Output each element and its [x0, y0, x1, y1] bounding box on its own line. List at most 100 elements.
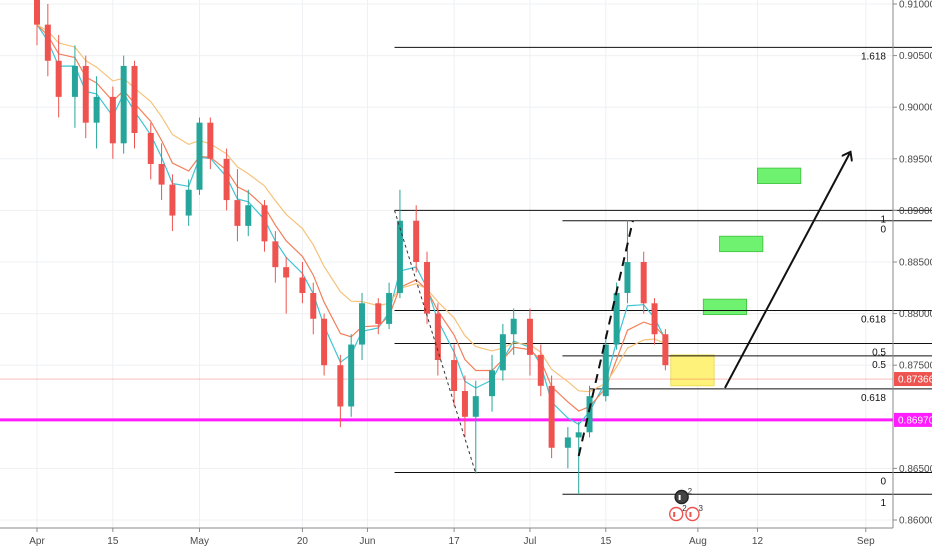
event-marker-icon	[685, 506, 700, 522]
event-flag-icon	[689, 512, 692, 517]
candle-body	[185, 189, 192, 216]
projection-arrow	[724, 154, 850, 389]
y-tick-label: 0.90000	[899, 103, 932, 114]
candle-body	[207, 122, 214, 159]
y-tick-label: 0.86000	[899, 516, 932, 527]
candle-body	[93, 96, 100, 123]
x-tick-label: 12	[752, 536, 764, 547]
fib-label: 0.5	[872, 348, 886, 359]
event-marker: 2	[674, 487, 693, 505]
x-tick-label: 15	[600, 536, 612, 547]
candle-body	[147, 133, 154, 164]
event-count: 2	[682, 504, 687, 513]
candle-body	[434, 313, 441, 361]
candle-body	[283, 267, 290, 278]
candle-body	[272, 241, 279, 268]
candle-body	[337, 365, 344, 407]
fib-label: 0	[880, 225, 886, 236]
candle-body	[396, 220, 403, 293]
candle-body	[375, 303, 382, 324]
candle-body	[413, 220, 420, 262]
candle-body	[299, 277, 306, 293]
candle-body	[386, 292, 393, 324]
candle-body	[613, 292, 620, 345]
candle-body	[131, 65, 138, 133]
candle-body	[196, 122, 203, 190]
y-tick-label: 0.89500	[899, 154, 932, 165]
target-zones	[670, 167, 802, 387]
price-tag-label: 0.86970	[898, 415, 932, 426]
drawings	[394, 154, 850, 474]
candle-body	[234, 200, 241, 226]
candle-body	[461, 391, 468, 417]
y-tick-label: 0.89000	[899, 206, 932, 217]
candles	[34, 0, 669, 495]
candle-body	[359, 303, 366, 345]
fib-label: 1.618	[861, 51, 886, 62]
target-zone	[757, 167, 802, 184]
x-tick-label: Sep	[857, 536, 875, 547]
candle-body	[261, 205, 268, 242]
candle-body	[451, 360, 458, 391]
y-tick-label: 0.87500	[899, 361, 932, 372]
candle-body	[489, 370, 496, 397]
candle-body	[651, 303, 658, 335]
y-tick-label: 0.90500	[899, 51, 932, 62]
candle-body	[109, 96, 116, 144]
event-markers: 223	[669, 487, 703, 522]
candle-body	[526, 318, 533, 355]
candle-body	[348, 344, 355, 407]
event-flag-icon	[673, 512, 676, 517]
candle-body	[169, 184, 176, 216]
candle-body	[602, 344, 609, 397]
event-marker-icon	[669, 506, 684, 522]
fib-label: 1	[880, 214, 886, 225]
candle-body	[71, 65, 78, 97]
fib-label: 0.618	[861, 315, 886, 326]
target-zone	[670, 354, 715, 387]
x-tick-label: Jun	[359, 536, 375, 547]
event-marker: 2	[669, 504, 687, 522]
candle-body	[537, 354, 544, 386]
candle-body	[44, 24, 51, 61]
target-zone	[719, 235, 764, 253]
y-tick-label: 0.88000	[899, 309, 932, 320]
event-count: 3	[698, 504, 703, 513]
dashed-path	[394, 210, 477, 474]
x-tick-label: 17	[449, 536, 461, 547]
event-marker: 3	[685, 504, 703, 522]
price-tag-label: 0.87366	[898, 375, 932, 386]
x-tick-label: May	[190, 536, 209, 547]
candle-body	[499, 334, 506, 371]
candle-body	[662, 334, 669, 366]
dashed-path	[577, 220, 634, 457]
x-tick-label: Jul	[524, 536, 537, 547]
candle-body	[575, 432, 582, 438]
x-tick-label: 20	[297, 536, 309, 547]
y-tick-label: 0.91000	[899, 0, 932, 11]
fib-label: 1	[880, 498, 886, 509]
x-tick-label: Aug	[689, 536, 707, 547]
candle-body	[223, 158, 230, 201]
event-count: 2	[688, 487, 693, 496]
y-tick-label: 0.86500	[899, 464, 932, 475]
x-tick-label: Apr	[29, 536, 45, 547]
candle-body	[34, 0, 40, 25]
candle-body	[564, 437, 571, 448]
candle-body	[321, 318, 328, 366]
grid	[0, 0, 893, 528]
moving-average-line	[36, 24, 666, 393]
event-marker-icon	[674, 489, 689, 505]
support-line	[0, 378, 893, 422]
x-tick-label: 15	[107, 536, 119, 547]
candle-body	[82, 65, 89, 123]
fib-label: 0	[880, 477, 886, 488]
fib-label: 0.618	[861, 393, 886, 404]
candle-body	[310, 292, 317, 319]
price-tag	[894, 412, 932, 427]
candle-body	[472, 396, 479, 417]
candle-body	[624, 262, 631, 293]
